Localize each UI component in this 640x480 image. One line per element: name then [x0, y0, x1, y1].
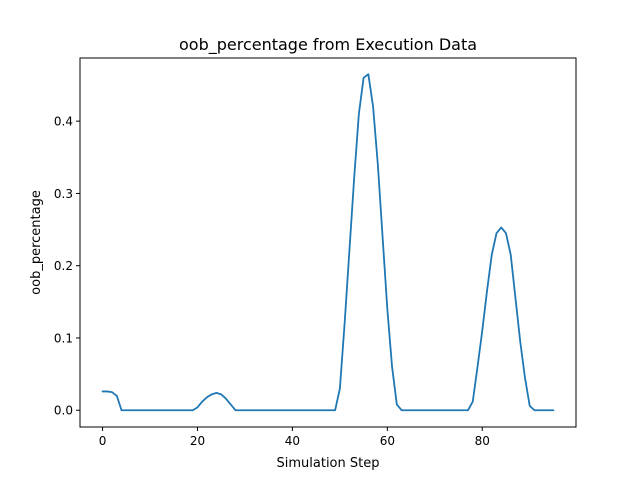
y-tick-label: 0.1 [54, 331, 73, 345]
x-tick-label: 80 [475, 434, 490, 448]
y-tick-label: 0.2 [54, 259, 73, 273]
y-axis-label: oob_percentage [29, 190, 44, 295]
series-line [101, 73, 555, 412]
y-axis: 0.0 0.1 0.2 0.3 0.4 [54, 115, 80, 418]
axes-frame [79, 57, 577, 428]
chart-title: oob_percentage from Execution Data [179, 35, 477, 55]
x-tick-label: 0 [99, 434, 107, 448]
x-axis-label: Simulation Step [277, 456, 380, 471]
x-axis: 0 20 40 60 80 [99, 427, 490, 448]
y-tick-label: 0.4 [54, 115, 73, 129]
y-tick-label: 0.3 [54, 187, 73, 201]
plot-area [101, 73, 555, 412]
x-tick-label: 60 [380, 434, 395, 448]
x-tick-label: 40 [285, 434, 300, 448]
y-tick-label: 0.0 [54, 404, 73, 418]
x-tick-label: 20 [190, 434, 205, 448]
